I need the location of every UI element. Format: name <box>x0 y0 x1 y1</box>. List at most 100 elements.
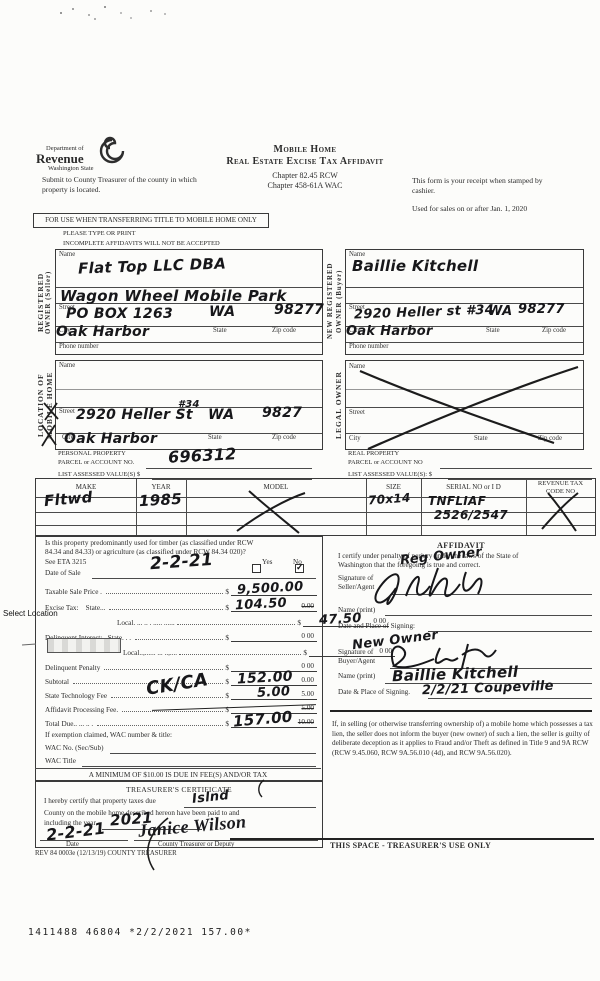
receipt-note: This form is your receipt when stamped b… <box>412 176 543 195</box>
buyer-city-label: City <box>349 327 361 334</box>
crossed-out-x-mark-icon <box>359 365 579 451</box>
scan-noise <box>60 12 62 14</box>
assessed-value-label: LIST ASSESSED VALUE(S) $ <box>58 471 141 478</box>
county-name-hw: Islnd <box>191 788 230 807</box>
affidavit-cert-line1: I certify under penalty of perjury under… <box>338 552 519 560</box>
serial-value-line2: 2526/2547 <box>434 508 508 522</box>
exemption-label: If exemption claimed, WAC number & title… <box>45 731 173 739</box>
seller-box: Name Flat Top LLC DBA Wagon Wheel Mobile… <box>55 249 324 355</box>
signature-tail-stroke <box>147 817 169 871</box>
treasurer-certify-line2: County on the mobile home described here… <box>44 809 240 817</box>
seller-side-label-2: OWNER (Seller) <box>45 270 52 334</box>
model-header: MODEL <box>263 483 289 491</box>
cashier-stamp-line: 1411488 46804 *2/2/2021 157.00* <box>28 927 252 938</box>
timber-question-line2: 84.34 and 84.33) or agriculture (as clas… <box>45 548 246 556</box>
location-city-value: Oak Harbor <box>64 431 158 447</box>
minimum-due-note: A MINIMUM OF $10.00 IS DUE IN FEE(S) AND… <box>88 770 268 779</box>
legal-state-label: State <box>474 435 488 442</box>
affidavit-title: AFFIDAVIT <box>436 541 486 550</box>
seller-city-value: Oak Harbor <box>56 324 150 340</box>
buyer-sig-label-1: Signature of <box>338 648 374 656</box>
check-icon: ✓ <box>296 562 304 572</box>
parcel-account-label: PARCEL or ACCOUNT NO. <box>58 459 135 466</box>
tax-row: Excise Tax: State... $ 104.50 0.00 <box>45 596 317 613</box>
location-street-unit: #34 <box>178 399 200 410</box>
tax-row: Local. ... .. . ..... ...... $ 47.50 0 00 <box>45 611 389 628</box>
dept-of-label: Department of <box>46 145 84 152</box>
treasurer-space-label: THIS SPACE - TREASURER'S USE ONLY <box>330 841 492 850</box>
wac-no-label: WAC No. (Sec/Sub) <box>45 744 104 752</box>
legal-zip-label: Zip code <box>538 435 562 442</box>
submit-note: Submit to County Treasurer of the county… <box>42 175 197 194</box>
no-label: No <box>293 558 302 566</box>
incomplete-note: INCOMPLETE AFFIDAVITS WILL NOT BE ACCEPT… <box>63 240 220 247</box>
revenue-logo-text: Revenue <box>36 151 84 166</box>
wac-title-label: WAC Title <box>45 757 76 765</box>
revenue-tax-header-1: REVENUE TAX <box>537 480 584 487</box>
no-checkbox[interactable]: ✓ <box>295 562 304 573</box>
tax-row: Affidavit Processing Fee. $ 5.00 <box>45 701 317 714</box>
location-box: Name Street 2920 Heller St #34 WA 9827 C… <box>41 360 323 450</box>
buyer-state-label: State <box>486 327 500 334</box>
buyer-name-print-label: Name (print) <box>338 672 376 680</box>
seller-city-label: City <box>59 327 71 334</box>
seller-sig-label-2: Seller/Agent <box>338 583 375 591</box>
revenue-tax-header-2: CODE NO <box>545 488 576 495</box>
legal-owner-box: Name Street City State Zip code <box>345 360 584 451</box>
make-value: Fltwd <box>43 487 94 511</box>
redacted-field-box <box>47 638 121 653</box>
seller-name-value-1: Flat Top LLC DBA <box>77 254 227 278</box>
rev-form-number: REV 84 0003e (12/13/19) COUNTY TREASURER <box>35 850 177 857</box>
model-x-mark-icon <box>236 490 306 534</box>
seller-name-value-2: Wagon Wheel Mobile Park <box>60 287 287 305</box>
buyer-side-label-1: NEW REGISTERED <box>327 262 334 340</box>
seller-state-label: State <box>213 327 227 334</box>
tax-row: Taxable Sale Price . $ 9,500.00 <box>45 579 317 598</box>
real-parcel-account-label: PARCEL or ACCOUNT NO <box>348 459 423 466</box>
tax-row: Total Due.. ... .. . $ 157.00 10.00 <box>45 707 317 731</box>
seller-street-label: Street <box>59 304 75 311</box>
personal-property-label: PERSONAL PROPERTY <box>58 450 126 457</box>
vehicle-table: MAKE YEAR MODEL SIZE SERIAL NO or I D RE… <box>35 478 596 536</box>
buyer-street-value: 2920 Heller st #34 <box>353 302 495 323</box>
taxable-sale-price-hw: 9,500.00 <box>236 579 304 598</box>
please-type-note: PLEASE TYPE OR PRINT <box>63 230 136 237</box>
legal-name-label: Name <box>349 363 366 370</box>
tax-section-box <box>35 536 323 781</box>
buyer-sig-label-2: Buyer/Agent <box>338 657 376 665</box>
treasurer-signer-label: County Treasurer or Deputy <box>158 841 235 848</box>
buyer-state-value: WA <box>488 304 513 319</box>
select-location-dropdown[interactable]: Select Location <box>3 609 58 618</box>
seller-state-value: WA <box>209 304 236 320</box>
seller-zip-label: Zip code <box>272 327 296 334</box>
buyer-name-value: Baillie Kitchell <box>352 257 479 275</box>
tech-fee-hw: 5.00 <box>256 684 291 701</box>
buyer-phone-label: Phone number <box>349 343 389 350</box>
seller-side-label-1: REGISTERED <box>36 272 45 332</box>
yes-checkbox[interactable] <box>252 564 261 573</box>
washington-state-label: Washington State <box>48 165 94 172</box>
x-mark-icon <box>41 424 57 447</box>
location-state-value: WA <box>208 407 235 423</box>
location-state-label: State <box>208 434 222 441</box>
legal-city-label: City <box>349 435 361 442</box>
size-header: SIZE <box>386 483 401 491</box>
real-property-label: REAL PROPERTY <box>348 450 400 457</box>
eta-ref-label: See ETA 3215 <box>45 558 87 566</box>
pen-stroke <box>258 779 265 798</box>
tax-row: State Technology Fee $ 5.00 5.00 <box>45 684 317 701</box>
chapter-ref-1: Chapter 82.45 RCW <box>272 171 338 180</box>
lien-notice-paragraph: If, in selling (or otherwise transferrin… <box>332 720 593 757</box>
yes-label: Yes <box>262 558 273 566</box>
revenue-x-mark-icon <box>541 492 579 532</box>
affidavit-cert-line2: Washington that the foregoing is true an… <box>338 561 481 569</box>
location-city-label: City <box>62 434 74 441</box>
location-zip-value: 9827 <box>262 405 303 421</box>
timber-question-line1: Is this property predominantly used for … <box>45 539 254 547</box>
treasurer-certificate-title: TREASURER'S CERTIFICATE <box>126 785 232 794</box>
seller-sig-label-1: Signature of <box>338 574 374 582</box>
buyer-name-label: Name <box>349 251 366 258</box>
buyer-date-place-value: 2/2/21 Coupeville <box>421 678 555 699</box>
tax-row: Delinquent Penalty $ 0 00 <box>45 659 317 672</box>
